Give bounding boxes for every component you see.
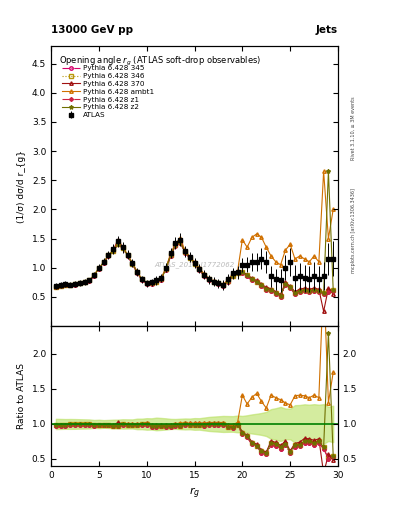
Text: ATLAS_2019_I1772062: ATLAS_2019_I1772062 bbox=[154, 261, 235, 268]
Pythia 6.428 370 bbox=[202, 271, 206, 277]
Pythia 6.428 346 bbox=[331, 287, 336, 293]
Line: Pythia 6.428 z1: Pythia 6.428 z1 bbox=[55, 241, 334, 298]
Pythia 6.428 346 bbox=[178, 239, 182, 245]
Pythia 6.428 ambt1 bbox=[125, 252, 130, 258]
Text: Opening angle $r_g$ (ATLAS soft-drop observables): Opening angle $r_g$ (ATLAS soft-drop obs… bbox=[59, 54, 261, 68]
Y-axis label: Ratio to ATLAS: Ratio to ATLAS bbox=[17, 363, 26, 429]
Pythia 6.428 346 bbox=[259, 282, 264, 288]
Pythia 6.428 370 bbox=[53, 284, 58, 290]
Pythia 6.428 ambt1 bbox=[63, 282, 68, 288]
Text: mcplots.cern.ch [arXiv:1306.3436]: mcplots.cern.ch [arXiv:1306.3436] bbox=[351, 188, 356, 273]
Pythia 6.428 370 bbox=[63, 282, 68, 288]
Pythia 6.428 345 bbox=[202, 273, 206, 279]
Pythia 6.428 ambt1 bbox=[321, 168, 326, 175]
Pythia 6.428 345 bbox=[259, 283, 264, 289]
Pythia 6.428 346 bbox=[202, 272, 206, 279]
Pythia 6.428 345 bbox=[331, 288, 336, 294]
Pythia 6.428 z1 bbox=[63, 282, 68, 288]
Line: Pythia 6.428 345: Pythia 6.428 345 bbox=[54, 241, 335, 298]
Pythia 6.428 ambt1 bbox=[197, 265, 202, 271]
Pythia 6.428 345 bbox=[97, 266, 101, 272]
Line: Pythia 6.428 ambt1: Pythia 6.428 ambt1 bbox=[54, 169, 335, 289]
X-axis label: $r_g$: $r_g$ bbox=[189, 485, 200, 501]
Pythia 6.428 370 bbox=[321, 308, 326, 314]
Pythia 6.428 z2 bbox=[278, 292, 283, 298]
Pythia 6.428 370 bbox=[130, 260, 135, 266]
Pythia 6.428 z2 bbox=[331, 287, 336, 293]
Pythia 6.428 z2 bbox=[82, 279, 87, 285]
Pythia 6.428 370 bbox=[259, 281, 264, 287]
Pythia 6.428 z1 bbox=[331, 288, 336, 294]
Pythia 6.428 z1 bbox=[82, 279, 87, 285]
Pythia 6.428 346 bbox=[63, 282, 68, 288]
Pythia 6.428 345 bbox=[82, 279, 87, 285]
Pythia 6.428 345 bbox=[125, 253, 130, 259]
Y-axis label: (1/σ) dσ/d r_{g}: (1/σ) dσ/d r_{g} bbox=[17, 150, 26, 223]
Pythia 6.428 370 bbox=[331, 291, 336, 297]
Pythia 6.428 346 bbox=[82, 279, 87, 285]
Pythia 6.428 z2 bbox=[97, 265, 101, 271]
Legend: Pythia 6.428 345, Pythia 6.428 346, Pythia 6.428 370, Pythia 6.428 ambt1, Pythia: Pythia 6.428 345, Pythia 6.428 346, Pyth… bbox=[61, 63, 155, 120]
Line: Pythia 6.428 346: Pythia 6.428 346 bbox=[54, 240, 335, 297]
Pythia 6.428 346 bbox=[97, 265, 101, 271]
Pythia 6.428 z1 bbox=[178, 240, 182, 246]
Pythia 6.428 ambt1 bbox=[53, 284, 58, 290]
Pythia 6.428 345 bbox=[63, 282, 68, 288]
Pythia 6.428 345 bbox=[53, 285, 58, 291]
Pythia 6.428 370 bbox=[116, 237, 120, 243]
Pythia 6.428 z2 bbox=[63, 282, 68, 288]
Text: Jets: Jets bbox=[316, 25, 338, 35]
Pythia 6.428 ambt1 bbox=[82, 279, 87, 285]
Text: Rivet 3.1.10, ≥ 3M events: Rivet 3.1.10, ≥ 3M events bbox=[351, 96, 356, 160]
Pythia 6.428 z1 bbox=[53, 285, 58, 291]
Pythia 6.428 370 bbox=[97, 265, 101, 271]
Text: 13000 GeV pp: 13000 GeV pp bbox=[51, 25, 133, 35]
Pythia 6.428 z1 bbox=[202, 273, 206, 279]
Pythia 6.428 z2 bbox=[197, 266, 202, 272]
Pythia 6.428 345 bbox=[178, 240, 182, 246]
Pythia 6.428 345 bbox=[278, 294, 283, 300]
Pythia 6.428 z2 bbox=[254, 279, 259, 285]
Pythia 6.428 z1 bbox=[259, 283, 264, 289]
Pythia 6.428 346 bbox=[125, 252, 130, 259]
Line: Pythia 6.428 370: Pythia 6.428 370 bbox=[54, 238, 335, 313]
Pythia 6.428 346 bbox=[53, 284, 58, 290]
Pythia 6.428 ambt1 bbox=[331, 206, 336, 212]
Pythia 6.428 370 bbox=[82, 279, 87, 285]
Pythia 6.428 ambt1 bbox=[97, 265, 101, 271]
Line: Pythia 6.428 z2: Pythia 6.428 z2 bbox=[54, 169, 335, 298]
Pythia 6.428 z2 bbox=[125, 252, 130, 259]
Pythia 6.428 ambt1 bbox=[254, 231, 259, 237]
Pythia 6.428 z2 bbox=[326, 168, 331, 175]
Pythia 6.428 z2 bbox=[53, 284, 58, 290]
Pythia 6.428 z1 bbox=[278, 294, 283, 300]
Pythia 6.428 z1 bbox=[97, 266, 101, 272]
Pythia 6.428 346 bbox=[278, 292, 283, 298]
Pythia 6.428 z1 bbox=[125, 253, 130, 259]
